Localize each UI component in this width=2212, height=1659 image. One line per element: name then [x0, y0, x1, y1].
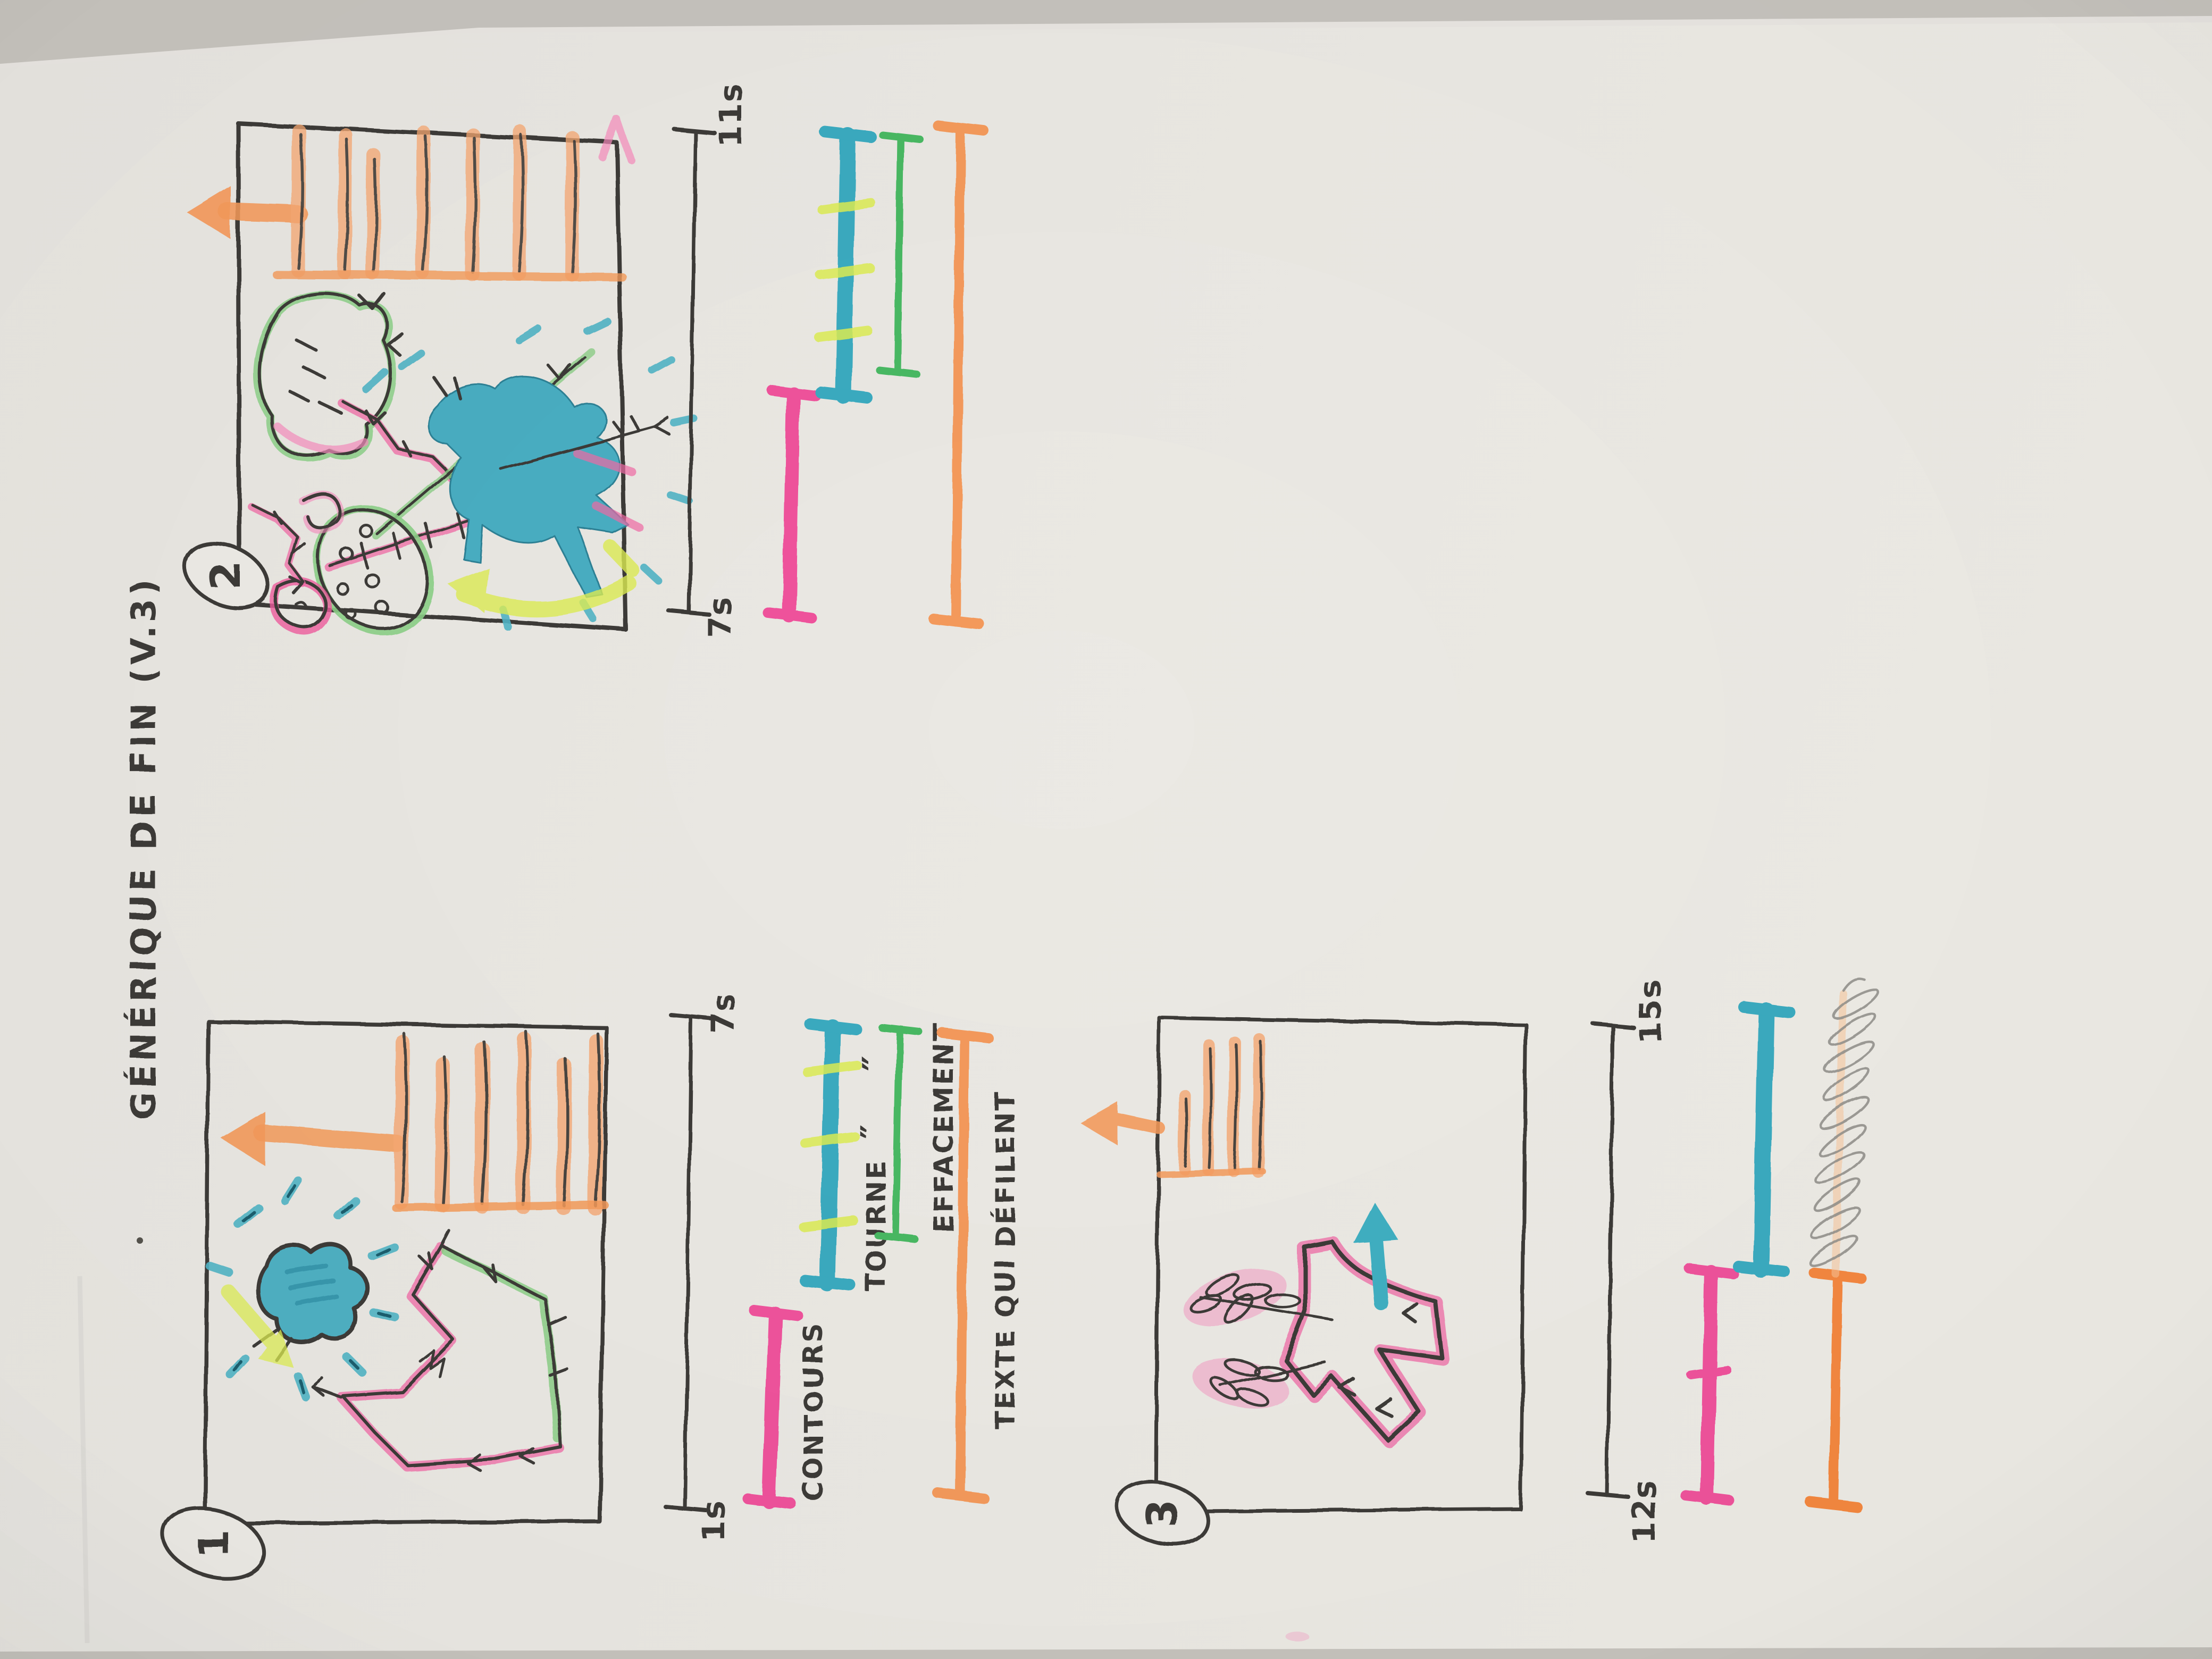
- photo-vignette: [0, 0, 2212, 1659]
- storyboard-photo: GÉNÉRIQUE DE FIN (V.3): [0, 0, 2212, 1659]
